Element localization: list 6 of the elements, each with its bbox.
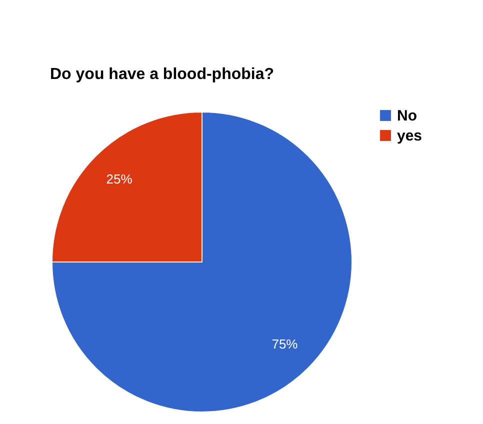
pie-slice xyxy=(52,112,352,412)
legend-label: No xyxy=(397,108,417,124)
data-label: 75% xyxy=(272,336,298,352)
chart-title: Do you have a blood-phobia? xyxy=(50,66,274,83)
legend-label: yes xyxy=(397,128,422,144)
data-label: 25% xyxy=(106,171,133,186)
